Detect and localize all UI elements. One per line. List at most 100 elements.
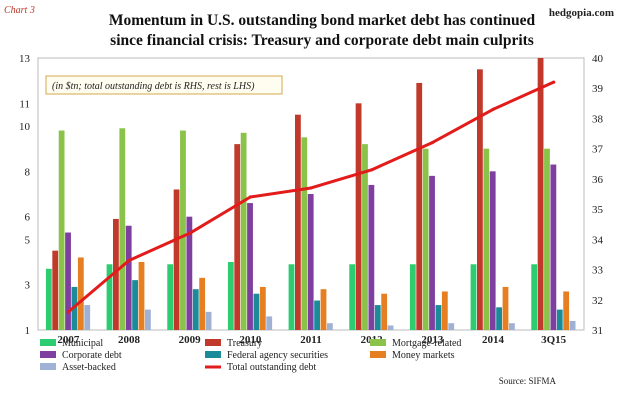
- bar-corporate-debt-2013: [429, 175, 435, 330]
- bar-series: [45, 58, 576, 331]
- total-debt-point-2010: [248, 195, 252, 199]
- right-tick-label: 36: [592, 174, 604, 186]
- bar-money-markets-2009: [199, 277, 206, 330]
- bar-corporate-debt-3q15: [550, 164, 557, 330]
- bar-mortgage-related-2008: [119, 128, 126, 330]
- right-tick-label: 33: [592, 265, 604, 277]
- bar-mortgage-related-2012: [362, 144, 368, 330]
- bar-federal-agency-securities-2013: [435, 305, 442, 330]
- bar-federal-agency-securities-2012: [374, 305, 381, 330]
- bar-corporate-debt-2011: [307, 194, 314, 330]
- category-label: 2007: [57, 334, 80, 346]
- chart-title-line-2: since financial crisis: Treasury and cor…: [110, 32, 534, 49]
- category-label: 2010: [239, 334, 262, 346]
- category-axis: 200720082009201020112012201320143Q15: [57, 334, 566, 346]
- bar-treasury-2008: [113, 218, 119, 330]
- right-tick-label: 32: [592, 295, 603, 307]
- left-tick-label: 8: [25, 166, 31, 178]
- bar-municipal-2010: [227, 262, 234, 330]
- bar-corporate-debt-2009: [186, 216, 193, 330]
- bar-treasury-2009: [173, 189, 180, 330]
- bar-municipal-2012: [349, 264, 356, 330]
- right-tick-label: 40: [592, 53, 604, 65]
- bar-treasury-2007: [52, 250, 59, 330]
- bar-money-markets-2010: [259, 286, 266, 330]
- left-tick-label: 3: [25, 280, 31, 292]
- total-debt-point-2011: [309, 186, 313, 190]
- total-debt-point-2012: [370, 168, 374, 172]
- bar-money-markets-2012: [381, 293, 388, 330]
- category-label: 2014: [482, 334, 505, 346]
- chart-title-line-1: Momentum in U.S. outstanding bond market…: [109, 12, 536, 29]
- bar-asset-backed-2013: [448, 323, 455, 330]
- annotation-box: [45, 75, 283, 95]
- total-debt-point-3q15: [552, 80, 556, 84]
- right-axis: 31 32 33 34 35 36 37 38 39 40: [592, 53, 604, 337]
- brand-label: hedgopia.com: [549, 7, 614, 19]
- bar-corporate-debt-2008: [125, 225, 132, 330]
- bar-corporate-debt-2007: [65, 232, 71, 330]
- bar-municipal-2013: [409, 264, 416, 330]
- bar-asset-backed-2014: [509, 323, 515, 330]
- bar-federal-agency-securities-2009: [192, 289, 199, 330]
- bar-treasury-2013: [416, 82, 423, 331]
- bar-corporate-debt-2010: [247, 203, 253, 330]
- legend-label-money-markets: Money markets: [392, 350, 455, 361]
- chart-number-label: Chart 3: [4, 5, 35, 16]
- bar-municipal-2007: [45, 268, 52, 330]
- bar-municipal-3q15: [531, 264, 538, 330]
- right-tick-label: 34: [592, 234, 604, 246]
- right-tick-label: 37: [592, 144, 604, 156]
- left-tick-label: 6: [25, 212, 31, 224]
- total-debt-point-2007: [66, 310, 70, 314]
- left-tick-label: 10: [19, 121, 31, 133]
- legend-label-corporate-debt: Corporate debt: [62, 350, 122, 361]
- bar-corporate-debt-2014: [489, 171, 496, 330]
- right-tick-label: 35: [592, 204, 604, 216]
- bar-federal-agency-securities-3q15: [556, 309, 563, 330]
- right-tick-label: 39: [592, 83, 604, 95]
- bar-asset-backed-2009: [205, 311, 212, 330]
- source-label: Source: SIFMA: [499, 376, 557, 386]
- legend-label-federal-agency-securities: Federal agency securities: [227, 350, 328, 361]
- bar-money-markets-3q15: [563, 291, 570, 330]
- bar-money-markets-2007: [77, 257, 84, 330]
- category-label: 2008: [118, 334, 141, 346]
- legend-swatch-treasury: [205, 339, 221, 346]
- bar-corporate-debt-2012: [368, 184, 375, 330]
- bar-mortgage-related-2014: [483, 148, 490, 330]
- bar-asset-backed-2010: [266, 316, 273, 330]
- bar-asset-backed-2011: [327, 323, 333, 330]
- bar-asset-backed-2007: [84, 305, 91, 330]
- bar-treasury-3q15: [537, 58, 544, 330]
- legend-swatch-municipal: [40, 339, 56, 346]
- bar-treasury-2011: [295, 114, 301, 330]
- bar-mortgage-related-2010: [240, 132, 247, 330]
- bar-municipal-2014: [470, 264, 477, 330]
- bar-federal-agency-securities-2014: [496, 307, 502, 330]
- left-tick-label: 11: [19, 98, 30, 110]
- total-debt-point-2013: [430, 141, 434, 145]
- bar-mortgage-related-2013: [422, 148, 429, 330]
- legend-label-municipal: Municipal: [62, 338, 103, 349]
- legend-swatch-federal-agency-securities: [205, 351, 221, 358]
- legend: Municipal Treasury Mortgage-related Corpora…: [40, 338, 461, 373]
- bar-federal-agency-securities-2010: [253, 293, 260, 330]
- legend-label-treasury: Treasury: [227, 338, 262, 349]
- bar-federal-agency-securities-2008: [132, 280, 138, 330]
- left-tick-label: 1: [25, 325, 31, 337]
- left-tick-label: 5: [25, 234, 31, 246]
- total-debt-point-2014: [491, 107, 495, 111]
- left-tick-label: 13: [19, 53, 31, 65]
- category-label: 3Q15: [541, 334, 567, 346]
- legend-label-asset-backed: Asset-backed: [62, 362, 116, 373]
- total-debt-line-series: [66, 80, 556, 314]
- bar-municipal-2009: [167, 264, 174, 330]
- bar-money-markets-2011: [320, 289, 327, 330]
- total-debt-point-2008: [127, 258, 131, 263]
- legend-swatch-asset-backed: [40, 363, 56, 370]
- bar-money-markets-2008: [138, 262, 145, 330]
- legend-label-total-outstanding-debt: Total outstanding debt: [227, 362, 317, 373]
